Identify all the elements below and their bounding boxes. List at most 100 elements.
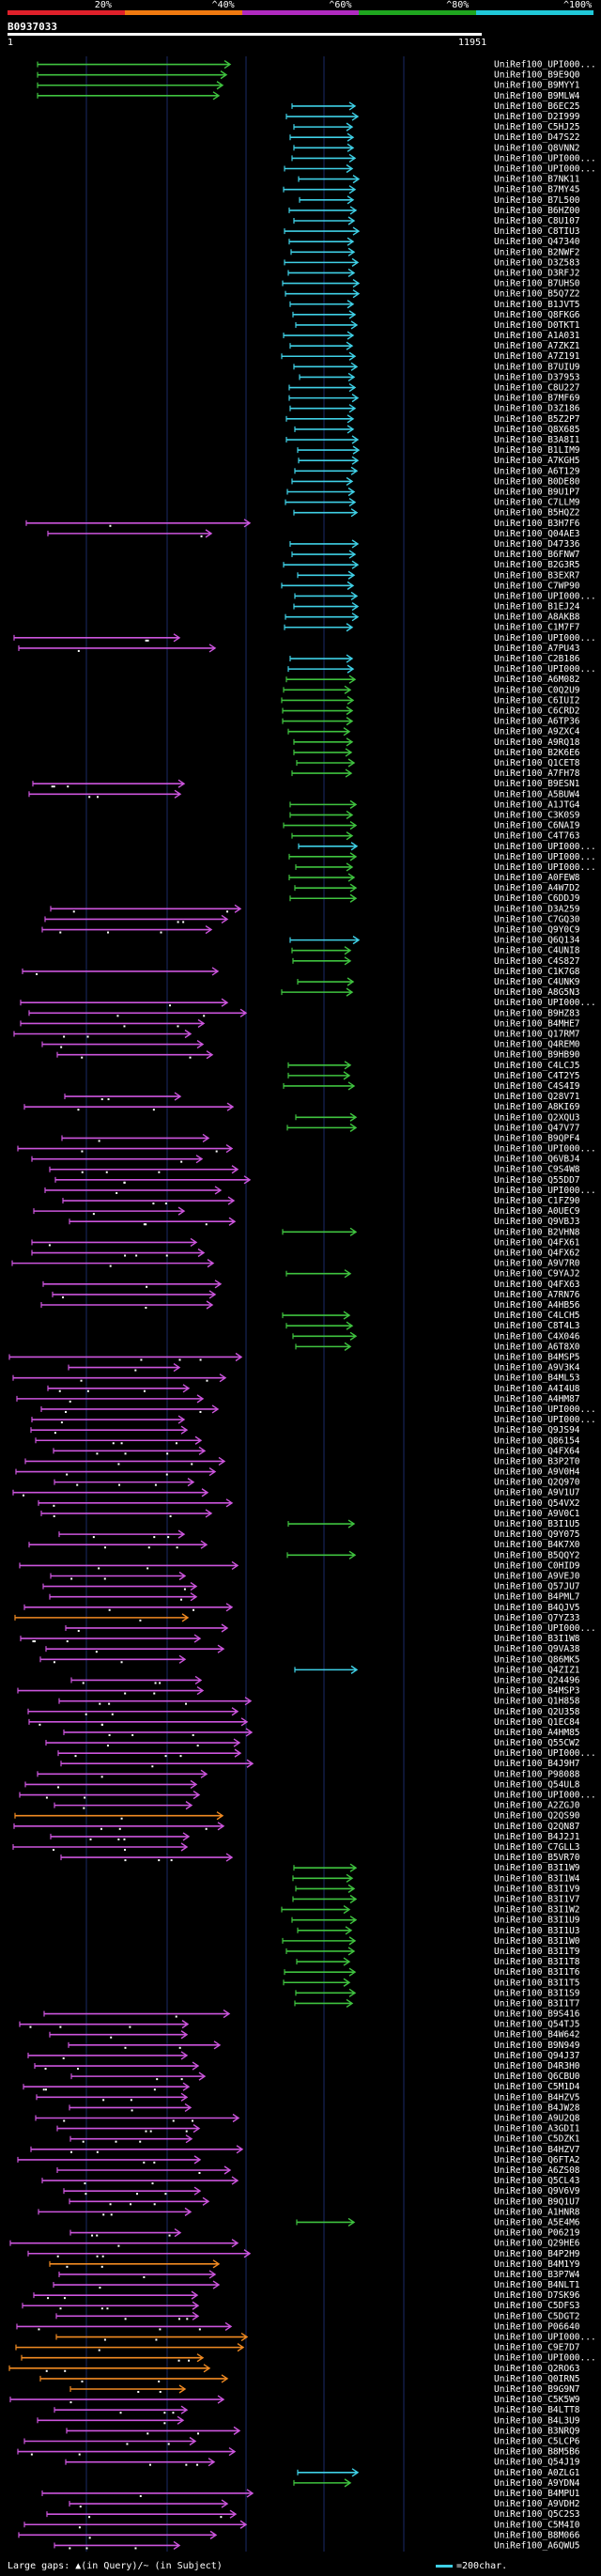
hit-label[interactable]: UniRef100_Q29HE6 <box>494 2239 580 2249</box>
hit-label[interactable]: UniRef100_Q4ZIZ1 <box>494 1665 580 1675</box>
hit-label[interactable]: UniRef100_B3P2T0 <box>494 1456 580 1466</box>
hit-label[interactable]: UniRef100_B8M5B6 <box>494 2447 580 2458</box>
hit-label[interactable]: UniRef100_C4LCJ5 <box>494 1061 580 1071</box>
hit-row[interactable]: UniRef100_Q29HE6 <box>9 2239 580 2249</box>
hit-row[interactable]: UniRef100_Q54UL8 <box>24 1779 580 1790</box>
hit-row[interactable]: UniRef100_B9HZ83 <box>28 1008 580 1018</box>
hit-row[interactable]: UniRef100_Q8X685 <box>294 425 580 435</box>
hit-row[interactable]: UniRef100_Q54VX2 <box>38 1498 580 1509</box>
hit-row[interactable]: UniRef100_B5HQZ2 <box>293 508 580 519</box>
hit-label[interactable]: UniRef100_Q8FKG6 <box>494 310 580 320</box>
hit-row[interactable]: UniRef100_D0TKT1 <box>295 320 580 331</box>
hit-row[interactable]: UniRef100_B9E9Q0 <box>37 70 580 81</box>
hit-label[interactable]: UniRef100_B3I1U9 <box>494 1916 580 1926</box>
hit-row[interactable]: UniRef100_D2I999 <box>285 112 580 122</box>
hit-row[interactable]: UniRef100_A8AKB8 <box>285 613 580 623</box>
hit-label[interactable]: UniRef100_A4HM87 <box>494 1394 580 1404</box>
hit-row[interactable]: UniRef100_A6TP36 <box>282 717 580 727</box>
hit-row[interactable]: UniRef100_UPI000... <box>57 1748 596 1759</box>
hit-row[interactable]: UniRef100_Q9VA38 <box>45 1644 580 1654</box>
hit-label[interactable]: UniRef100_B4W642 <box>494 2030 580 2041</box>
hit-label[interactable]: UniRef100_Q54J19 <box>494 2458 580 2468</box>
hit-row[interactable]: UniRef100_C5DZK1 <box>69 2134 580 2145</box>
hit-label[interactable]: UniRef100_Q0IRN5 <box>494 2374 580 2384</box>
hit-label[interactable]: UniRef100_A4HM85 <box>494 1728 580 1738</box>
hit-label[interactable]: UniRef100_Q55DD7 <box>494 1175 580 1186</box>
hit-row[interactable]: UniRef100_B4MSP3 <box>17 1686 580 1697</box>
hit-label[interactable]: UniRef100_UPI000... <box>494 664 596 675</box>
hit-label[interactable]: UniRef100_Q6FTA2 <box>494 2155 580 2165</box>
hit-row[interactable]: UniRef100_Q6Q134 <box>289 936 580 946</box>
hit-label[interactable]: UniRef100_B2NWF2 <box>494 247 580 257</box>
hit-row[interactable]: UniRef100_Q6CBU0 <box>70 2072 580 2082</box>
hit-row[interactable]: UniRef100_B3I1W9 <box>293 1863 580 1873</box>
hit-label[interactable]: UniRef100_Q4FX63 <box>494 1280 580 1290</box>
hit-label[interactable]: UniRef100_Q1CET8 <box>494 758 580 768</box>
hit-row[interactable]: UniRef100_C4X046 <box>292 1331 580 1342</box>
hit-label[interactable]: UniRef100_A2ZGJ0 <box>494 1801 580 1811</box>
hit-label[interactable]: UniRef100_B4MSP3 <box>494 1686 580 1697</box>
hit-label[interactable]: UniRef100_A9V7R0 <box>494 1259 580 1269</box>
hit-row[interactable]: UniRef100_C4UNK9 <box>297 977 580 987</box>
hit-label[interactable]: UniRef100_B3I1W0 <box>494 1936 580 1947</box>
hit-label[interactable]: UniRef100_B4LTT8 <box>494 2405 580 2415</box>
hit-row[interactable]: UniRef100_Q4FX63 <box>42 1280 580 1290</box>
hit-row[interactable]: UniRef100_B4JW28 <box>69 2103 580 2113</box>
hit-row[interactable]: UniRef100_Q1H858 <box>58 1697 580 1707</box>
hit-row[interactable]: UniRef100_B8M5B6 <box>17 2447 580 2458</box>
hit-label[interactable]: UniRef100_A7ZKZ1 <box>494 341 580 351</box>
hit-row[interactable]: UniRef100_A7ZKZ1 <box>289 341 580 351</box>
hit-label[interactable]: UniRef100_B3P7W4 <box>494 2270 580 2280</box>
hit-label[interactable]: UniRef100_C5DZK1 <box>494 2134 580 2145</box>
hit-row[interactable]: UniRef100_C9E7D7 <box>15 2343 580 2353</box>
hit-row[interactable]: UniRef100_C5K5W9 <box>9 2395 580 2405</box>
hit-row[interactable]: UniRef100_B2NWF2 <box>290 247 580 257</box>
hit-row[interactable]: UniRef100_A8G5N3 <box>281 987 580 998</box>
hit-label[interactable]: UniRef100_C1M7F7 <box>494 623 580 633</box>
hit-label[interactable]: UniRef100_C4UNI8 <box>494 946 580 956</box>
hit-label[interactable]: UniRef100_Q4FX64 <box>494 1446 580 1456</box>
hit-row[interactable]: UniRef100_B5Q7Z2 <box>285 289 580 300</box>
hit-label[interactable]: UniRef100_A0UEC9 <box>494 1206 580 1217</box>
hit-row[interactable]: UniRef100_C1K7G8 <box>22 967 580 977</box>
hit-row[interactable]: UniRef100_D47S22 <box>289 132 580 143</box>
hit-label[interactable]: UniRef100_B9HZ83 <box>494 1008 580 1018</box>
hit-row[interactable]: UniRef100_Q17RM7 <box>13 1029 580 1039</box>
hit-row[interactable]: UniRef100_C0Q2U9 <box>283 685 580 695</box>
hit-label[interactable]: UniRef100_Q86154 <box>494 1435 580 1446</box>
hit-label[interactable]: UniRef100_C7LLM9 <box>494 498 580 508</box>
hit-row[interactable]: UniRef100_B3A8I1 <box>285 435 580 445</box>
hit-label[interactable]: UniRef100_C5LCP6 <box>494 2436 580 2446</box>
hit-row[interactable]: UniRef100_Q54J19 <box>65 2458 580 2468</box>
hit-row[interactable]: UniRef100_A4HB56 <box>40 1300 580 1311</box>
hit-row[interactable]: UniRef100_UPI000... <box>20 998 596 1008</box>
hit-label[interactable]: UniRef100_B5HQZ2 <box>494 508 580 519</box>
hit-row[interactable]: UniRef100_UPI000... <box>31 1415 596 1425</box>
hit-row[interactable]: UniRef100_B3I1V9 <box>295 1884 580 1894</box>
hit-row[interactable]: UniRef100_A6T129 <box>294 466 580 476</box>
hit-row[interactable]: UniRef100_Q5CL43 <box>41 2176 580 2186</box>
hit-label[interactable]: UniRef100_A9YDN4 <box>494 2478 580 2489</box>
hit-row[interactable]: UniRef100_A8KI69 <box>23 1102 580 1112</box>
hit-row[interactable]: UniRef100_B3I1S9 <box>295 1988 580 1998</box>
hit-row[interactable]: UniRef100_B9N949 <box>68 2041 580 2051</box>
hit-row[interactable]: UniRef100_Q4FX64 <box>53 1446 580 1456</box>
hit-label[interactable]: UniRef100_Q55CW2 <box>494 1738 580 1748</box>
hit-row[interactable]: UniRef100_A4I4U8 <box>47 1384 580 1394</box>
hit-label[interactable]: UniRef100_P06219 <box>494 2228 580 2239</box>
hit-label[interactable]: UniRef100_UPI000... <box>494 153 596 163</box>
hit-row[interactable]: UniRef100_B9U1P7 <box>286 487 580 497</box>
hit-label[interactable]: UniRef100_B9N949 <box>494 2041 580 2051</box>
hit-label[interactable]: UniRef100_Q2QN87 <box>494 1822 580 1832</box>
hit-row[interactable]: UniRef100_B4QJV5 <box>23 1603 580 1613</box>
hit-label[interactable]: UniRef100_B3I1V7 <box>494 1894 580 1904</box>
hit-row[interactable]: UniRef100_D4R3H0 <box>34 2061 580 2072</box>
hit-row[interactable]: UniRef100_UPI000... <box>19 1791 596 1801</box>
hit-label[interactable]: UniRef100_A6T8X0 <box>494 1342 580 1352</box>
hit-row[interactable]: UniRef100_Q86154 <box>35 1435 580 1446</box>
hit-label[interactable]: UniRef100_B1EJ24 <box>494 602 580 613</box>
hit-row[interactable]: UniRef100_A1A031 <box>283 331 580 341</box>
hit-row[interactable]: UniRef100_C4UNI8 <box>291 946 580 956</box>
hit-label[interactable]: UniRef100_C4UNK9 <box>494 977 580 987</box>
hit-row[interactable]: UniRef100_A5BUW4 <box>28 789 580 799</box>
